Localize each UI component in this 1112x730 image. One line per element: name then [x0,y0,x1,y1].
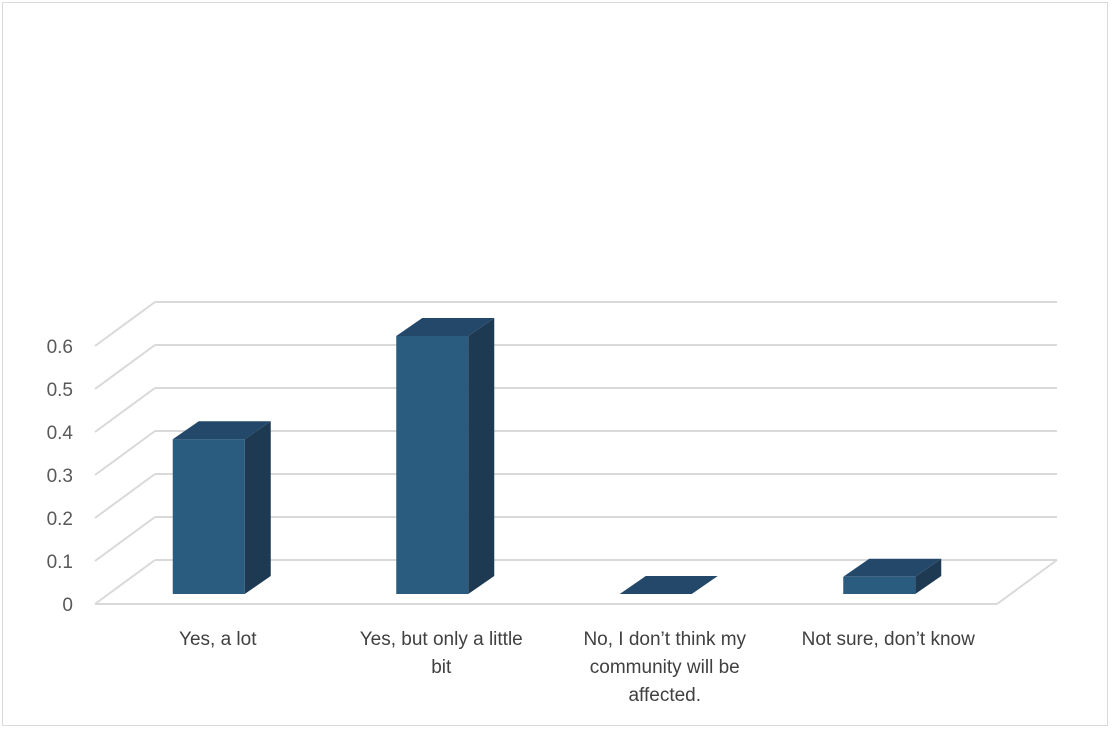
bar-front [843,576,916,594]
gridline-side [94,301,156,347]
y-tick-label: 0 [62,595,73,616]
bar-top [619,576,718,594]
y-axis: 0 0.1 0.2 0.3 0.4 0.5 0.6 [47,337,74,616]
bar-side [915,558,942,594]
bar-side [468,318,495,594]
x-category-label: Yes, but only a little bit [360,629,523,678]
y-tick-label: 0.4 [47,423,74,444]
y-tick-label: 0.3 [47,466,73,487]
x-category-label: Not sure, don’t know [802,629,975,650]
y-tick-label: 0.6 [47,337,73,358]
bar-top [172,421,271,440]
bars [172,318,942,594]
bar [396,318,495,594]
gridline-side [94,430,156,476]
gridline-side [94,559,156,605]
bar-chart: 0 0.1 0.2 0.3 0.4 0.5 0.6 Yes, a lot Yes, but o… [47,301,1058,706]
bar [843,558,942,594]
bar-side [244,421,271,594]
bar [619,576,718,594]
gridline-side [94,473,156,519]
bar [172,421,271,594]
bar-front [172,439,245,594]
x-category-label: Yes, a lot [179,629,257,650]
y-tick-label: 0.2 [47,509,73,530]
floor-right-edge [996,559,1058,605]
y-tick-label: 0.5 [47,380,73,401]
gridline-side [94,516,156,562]
bar-front [396,336,469,594]
y-tick-label: 0.1 [47,552,73,573]
bar-top [396,318,495,336]
bar-top [843,558,942,577]
gridline-side [94,387,156,433]
gridline-side [94,344,156,390]
gridlines [94,301,1058,605]
x-axis: Yes, a lot Yes, but only a little bit No, I… [179,629,975,706]
x-category-label: No, I don’t think my community will be aff… [583,629,746,706]
